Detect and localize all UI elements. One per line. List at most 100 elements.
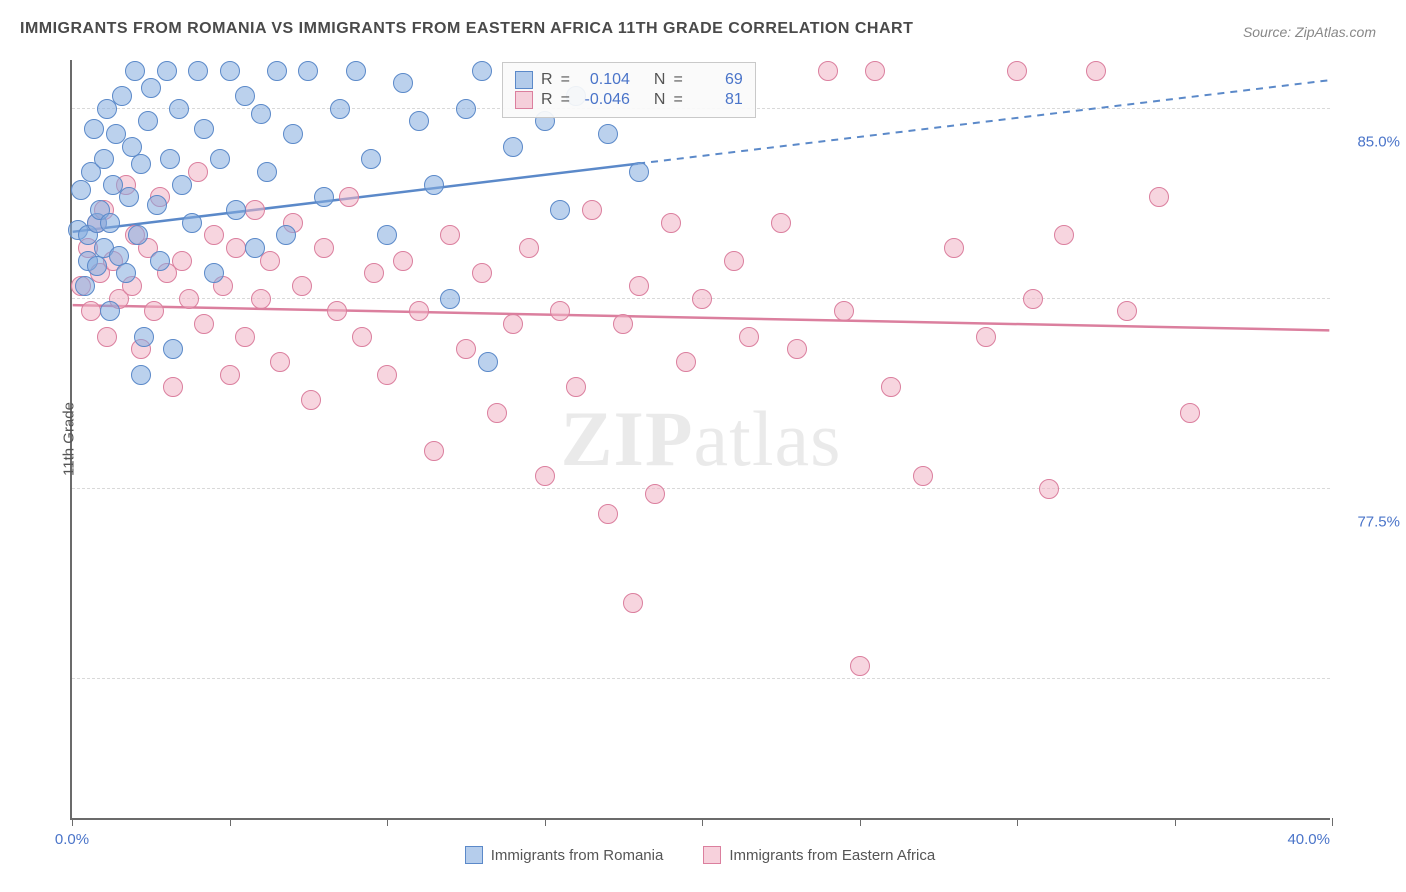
scatter-point <box>629 276 649 296</box>
y-tick-label: 85.0% <box>1340 134 1400 151</box>
x-tick <box>702 818 703 826</box>
scatter-point <box>976 327 996 347</box>
scatter-point <box>692 289 712 309</box>
scatter-point <box>582 200 602 220</box>
scatter-point <box>163 339 183 359</box>
legend-item-romania: Immigrants from Romania <box>465 846 664 864</box>
scatter-point <box>623 593 643 613</box>
scatter-point <box>424 175 444 195</box>
scatter-point <box>327 301 347 321</box>
scatter-point <box>1149 187 1169 207</box>
scatter-point <box>1086 61 1106 81</box>
scatter-point <box>220 365 240 385</box>
scatter-point <box>292 276 312 296</box>
scatter-point <box>172 175 192 195</box>
scatter-point <box>94 149 114 169</box>
scatter-point <box>87 256 107 276</box>
scatter-point <box>298 61 318 81</box>
scatter-point <box>739 327 759 347</box>
scatter-point <box>1180 403 1200 423</box>
scatter-point <box>204 225 224 245</box>
scatter-point <box>472 61 492 81</box>
scatter-point <box>283 124 303 144</box>
x-tick <box>860 818 861 826</box>
x-tick <box>230 818 231 826</box>
scatter-point <box>550 200 570 220</box>
swatch-blue-icon <box>515 71 533 89</box>
scatter-point <box>179 289 199 309</box>
scatter-point <box>566 377 586 397</box>
scatter-point <box>131 365 151 385</box>
scatter-point <box>881 377 901 397</box>
scatter-point <box>550 301 570 321</box>
scatter-point <box>913 466 933 486</box>
scatter-point <box>503 314 523 334</box>
stats-row-eastern-africa: R = -0.046 N = 81 <box>515 91 743 109</box>
scatter-point <box>377 365 397 385</box>
swatch-pink-icon <box>703 846 721 864</box>
scatter-point <box>226 200 246 220</box>
scatter-point <box>598 504 618 524</box>
scatter-point <box>251 289 271 309</box>
scatter-point <box>629 162 649 182</box>
scatter-point <box>235 327 255 347</box>
chart-title: IMMIGRANTS FROM ROMANIA VS IMMIGRANTS FR… <box>20 20 1386 38</box>
scatter-point <box>301 390 321 410</box>
scatter-point <box>100 301 120 321</box>
scatter-point <box>314 238 334 258</box>
x-tick <box>387 818 388 826</box>
scatter-point <box>150 251 170 271</box>
scatter-point <box>251 104 271 124</box>
scatter-point <box>245 238 265 258</box>
scatter-point <box>661 213 681 233</box>
stats-legend-box: R = 0.104 N = 69 R = -0.046 N = 81 <box>502 62 756 118</box>
scatter-point <box>456 339 476 359</box>
scatter-point <box>787 339 807 359</box>
scatter-point <box>850 656 870 676</box>
scatter-point <box>424 441 444 461</box>
scatter-point <box>128 225 148 245</box>
scatter-point <box>169 99 189 119</box>
scatter-point <box>478 352 498 372</box>
scatter-point <box>346 61 366 81</box>
scatter-point <box>144 301 164 321</box>
scatter-point <box>330 99 350 119</box>
scatter-point <box>125 61 145 81</box>
scatter-point <box>84 119 104 139</box>
x-tick <box>545 818 546 826</box>
stats-row-romania: R = 0.104 N = 69 <box>515 71 743 89</box>
legend-item-eastern-africa: Immigrants from Eastern Africa <box>703 846 935 864</box>
scatter-point <box>147 195 167 215</box>
bottom-legend: Immigrants from Romania Immigrants from … <box>70 846 1330 864</box>
scatter-point <box>393 73 413 93</box>
scatter-point <box>1054 225 1074 245</box>
scatter-point <box>71 180 91 200</box>
scatter-point <box>409 111 429 131</box>
scatter-point <box>487 403 507 423</box>
scatter-point <box>865 61 885 81</box>
scatter-point <box>1117 301 1137 321</box>
scatter-point <box>834 301 854 321</box>
scatter-point <box>818 61 838 81</box>
scatter-point <box>944 238 964 258</box>
scatter-point <box>160 149 180 169</box>
scatter-point <box>1039 479 1059 499</box>
scatter-point <box>100 213 120 233</box>
scatter-point <box>204 263 224 283</box>
scatter-point <box>377 225 397 245</box>
scatter-point <box>119 187 139 207</box>
scatter-point <box>163 377 183 397</box>
x-tick <box>1332 818 1333 826</box>
scatter-point <box>676 352 696 372</box>
scatter-point <box>393 251 413 271</box>
x-tick <box>72 818 73 826</box>
scatter-point <box>112 86 132 106</box>
scatter-point <box>364 263 384 283</box>
scatter-point <box>267 61 287 81</box>
x-tick <box>1017 818 1018 826</box>
scatter-point <box>1007 61 1027 81</box>
scatter-point <box>339 187 359 207</box>
scatter-point <box>81 301 101 321</box>
scatter-point <box>440 225 460 245</box>
scatter-point <box>235 86 255 106</box>
